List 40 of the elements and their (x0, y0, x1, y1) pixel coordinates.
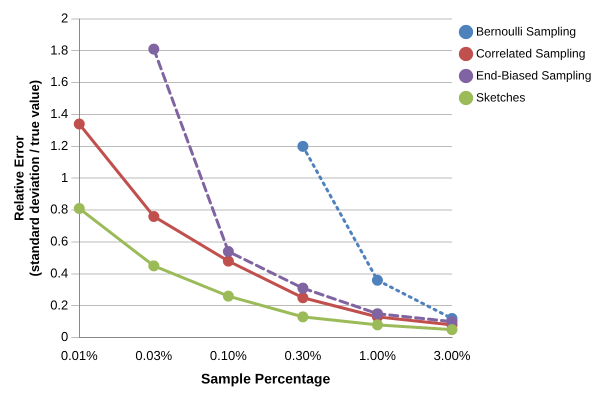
x-tick-label: 0.03% (135, 348, 173, 363)
point (148, 260, 160, 272)
point (297, 311, 308, 322)
y-tick-label: 0.4 (50, 265, 68, 280)
legend-label: Correlated Sampling (476, 46, 586, 60)
y-tick-label: 1.8 (50, 42, 68, 58)
point (297, 282, 308, 294)
x-tick-label: 0.01% (60, 348, 98, 363)
legend-label: End-Biased Sampling (476, 68, 592, 82)
x-axis-title: Sample Percentage (201, 370, 330, 386)
point (222, 256, 234, 267)
point (222, 246, 234, 258)
point (372, 274, 383, 286)
point (446, 316, 458, 328)
x-tick-label: 1.00% (359, 348, 396, 363)
y-axis-title: Relative Error (standard deviation / true value) (11, 80, 42, 276)
point (148, 44, 160, 55)
point (74, 118, 85, 130)
y-tick-label: 2 (61, 10, 68, 26)
legend-label: Bernoulli Sampling (476, 24, 576, 38)
x-tick-label: 0.10% (210, 348, 248, 363)
point (148, 210, 160, 222)
legend-label: Sketches (476, 90, 526, 104)
point (222, 290, 234, 302)
point (74, 202, 85, 214)
y-tick-label: 1.4 (50, 106, 68, 122)
x-tick-label: 0.30% (284, 348, 322, 363)
point (297, 292, 308, 304)
y-tick-label: 0 (61, 329, 68, 344)
y-tick-label: 1.2 (50, 138, 68, 153)
point (297, 140, 308, 152)
y-tick-label: 1 (61, 170, 68, 185)
y-tick-label: 1.6 (50, 74, 68, 90)
x-tick-label: 3.00% (434, 348, 471, 363)
y-tick-label: 0.6 (50, 234, 68, 249)
point (372, 308, 383, 320)
point (372, 319, 383, 330)
y-tick-label: 0.8 (50, 202, 68, 217)
y-tick-label: 0.2 (50, 297, 68, 312)
point (446, 324, 458, 336)
